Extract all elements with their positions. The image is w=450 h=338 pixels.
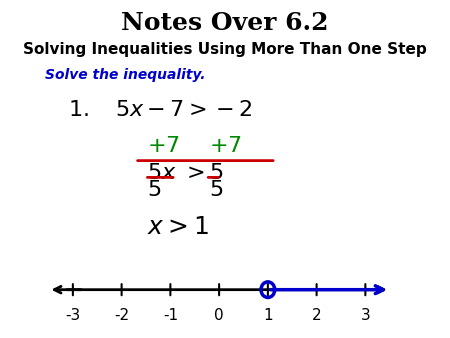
Text: $1.$: $1.$ <box>68 99 89 121</box>
Text: 3: 3 <box>360 308 370 323</box>
Text: $5x$: $5x$ <box>147 162 176 184</box>
Text: $5x - 7 > -2$: $5x - 7 > -2$ <box>115 99 252 121</box>
Text: -1: -1 <box>163 308 178 323</box>
Text: Solve the inequality.: Solve the inequality. <box>45 68 205 82</box>
Text: 2: 2 <box>312 308 321 323</box>
Text: $5$: $5$ <box>209 179 224 201</box>
Text: $x > 1$: $x > 1$ <box>147 216 208 239</box>
Text: 1: 1 <box>263 308 273 323</box>
Text: $>$: $>$ <box>182 162 204 184</box>
Text: -2: -2 <box>114 308 129 323</box>
Text: $5$: $5$ <box>209 162 224 184</box>
Text: $+7$: $+7$ <box>147 136 180 158</box>
Text: Solving Inequalities Using More Than One Step: Solving Inequalities Using More Than One… <box>23 42 427 57</box>
Text: 0: 0 <box>214 308 224 323</box>
Text: -3: -3 <box>65 308 81 323</box>
Text: Notes Over 6.2: Notes Over 6.2 <box>121 11 329 35</box>
Text: $5$: $5$ <box>147 179 161 201</box>
Text: $+7$: $+7$ <box>209 136 242 158</box>
